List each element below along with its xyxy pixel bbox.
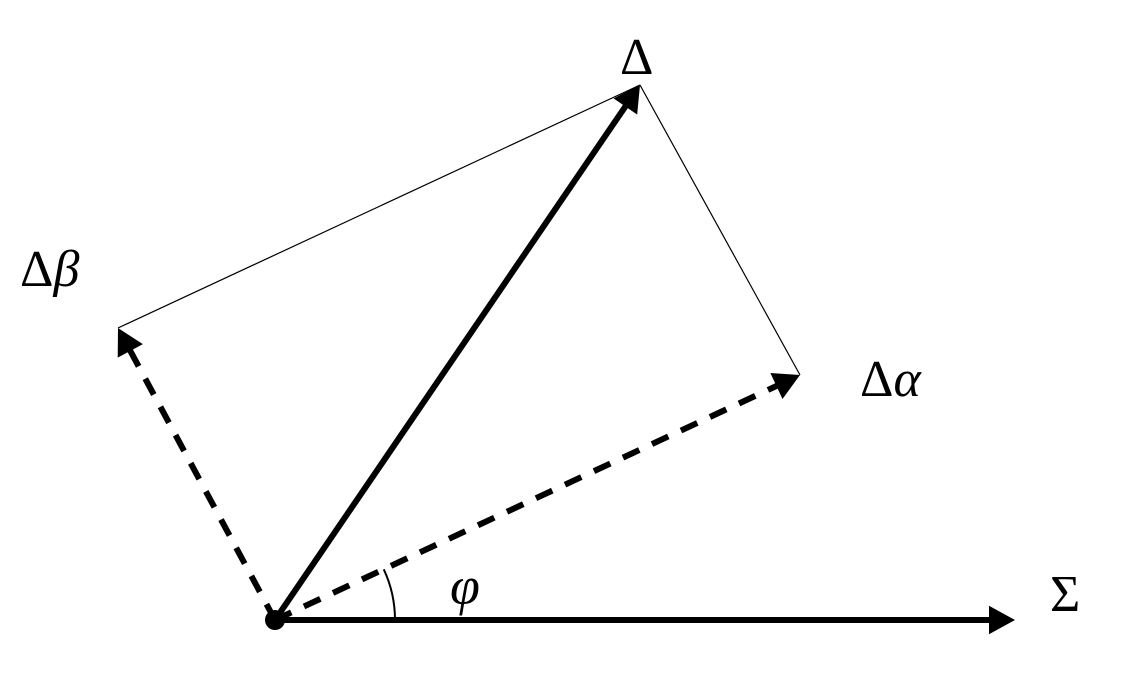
vector-delta-shaft <box>275 103 628 620</box>
vector-delta-alpha-shaft <box>275 384 780 620</box>
label-phi: φ <box>450 555 480 617</box>
vector-delta-arrowhead <box>614 85 640 115</box>
parallelogram-edge-beta-to-delta <box>118 85 640 328</box>
origin-dot <box>265 610 285 630</box>
parallelogram-edge-alpha-to-delta <box>640 85 800 375</box>
vector-diagram <box>0 0 1145 686</box>
label-delta-beta: Δβ <box>20 240 79 299</box>
vector-sigma-arrowhead <box>989 606 1015 635</box>
vector-delta-beta-shaft <box>128 347 275 620</box>
label-sigma: Σ <box>1050 565 1080 624</box>
label-delta-alpha: Δα <box>860 350 921 409</box>
label-delta: Δ <box>620 28 653 87</box>
angle-arc-phi <box>384 569 395 620</box>
